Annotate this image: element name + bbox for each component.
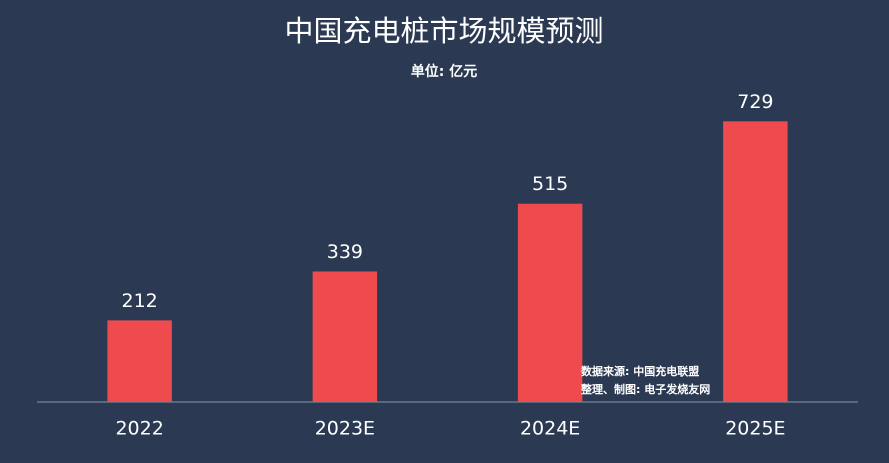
data-label: 339 [327, 241, 363, 263]
bar [517, 203, 583, 402]
data-label: 212 [121, 290, 157, 312]
chart-title: 中国充电桩市场规模预测 [284, 14, 603, 48]
x-tick-label: 2023E [315, 418, 375, 440]
source-note: 整理、制图: 电子发烧友网 [580, 382, 710, 396]
x-tick-label: 2022 [115, 418, 163, 440]
data-label: 515 [532, 173, 568, 195]
bar [107, 320, 172, 402]
x-tick-label: 2025E [725, 418, 785, 440]
data-label: 729 [737, 91, 773, 113]
x-tick-label: 2024E [520, 418, 580, 440]
chart-subtitle: 单位: 亿元 [411, 63, 477, 80]
source-note: 数据来源: 中国充电联盟 [581, 364, 699, 378]
bar [723, 121, 788, 403]
bar [312, 271, 378, 402]
